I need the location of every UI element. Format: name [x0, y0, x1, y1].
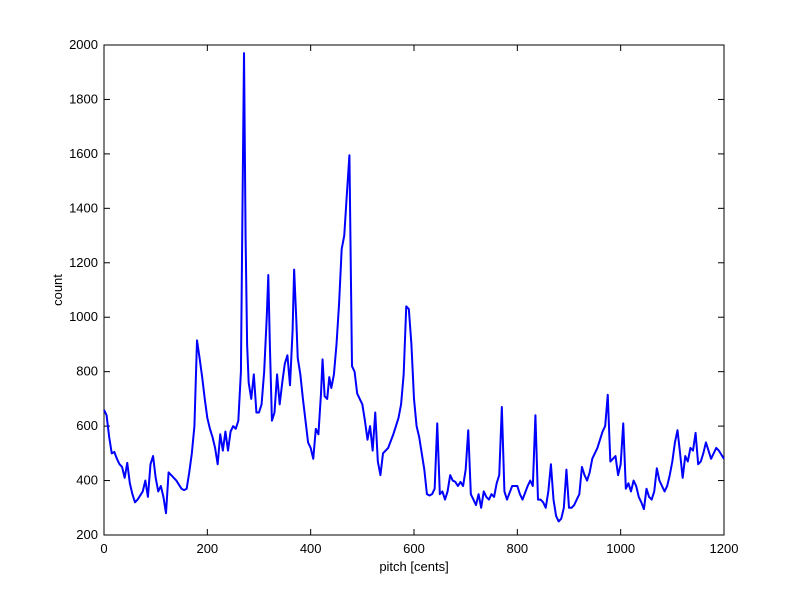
x-tick-label: 400 — [300, 541, 322, 556]
y-tick-label: 200 — [76, 527, 98, 542]
y-tick-label: 2000 — [69, 37, 98, 52]
data-line — [103, 52, 725, 523]
x-axis-label: pitch [cents] — [379, 559, 448, 574]
x-tick-label: 600 — [403, 541, 425, 556]
y-tick-label: 1000 — [69, 309, 98, 324]
y-axis-label: count — [50, 274, 65, 306]
y-tick-label: 1600 — [69, 146, 98, 161]
x-tick-label: 200 — [196, 541, 218, 556]
y-tick-label: 1400 — [69, 200, 98, 215]
y-tick-label: 1800 — [69, 91, 98, 106]
x-tick-label: 0 — [100, 541, 107, 556]
y-tick-label: 400 — [76, 473, 98, 488]
y-tick-label: 600 — [76, 418, 98, 433]
y-tick-label: 1200 — [69, 255, 98, 270]
y-tick-label: 800 — [76, 364, 98, 379]
x-tick-label: 1000 — [606, 541, 635, 556]
x-tick-label: 1200 — [710, 541, 739, 556]
x-tick-label: 800 — [506, 541, 528, 556]
